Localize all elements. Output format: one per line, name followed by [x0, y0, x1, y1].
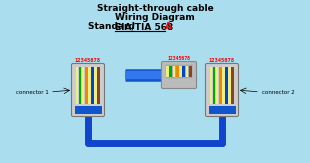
- Bar: [85, 67, 87, 104]
- Bar: [182, 66, 185, 76]
- Text: Standard: Standard: [88, 22, 138, 31]
- Text: connector 2: connector 2: [262, 89, 294, 95]
- Bar: [209, 106, 236, 113]
- Bar: [172, 66, 175, 76]
- Bar: [225, 67, 228, 104]
- Text: Straight-through cable: Straight-through cable: [97, 4, 213, 13]
- Bar: [166, 65, 192, 78]
- Bar: [222, 67, 225, 104]
- Bar: [91, 67, 94, 104]
- Bar: [76, 67, 78, 104]
- Text: 12345678: 12345678: [209, 58, 235, 63]
- Bar: [210, 67, 212, 104]
- Text: 12345678: 12345678: [75, 58, 101, 63]
- Bar: [88, 67, 91, 104]
- Bar: [185, 66, 188, 76]
- Text: A: A: [165, 22, 172, 31]
- Bar: [94, 67, 97, 104]
- Bar: [179, 66, 182, 76]
- Text: 12345678: 12345678: [167, 56, 191, 61]
- Bar: [169, 66, 172, 76]
- Text: connector 1: connector 1: [16, 89, 48, 95]
- Bar: [189, 66, 192, 76]
- Bar: [166, 66, 169, 76]
- FancyBboxPatch shape: [72, 64, 104, 117]
- Bar: [231, 67, 234, 104]
- Text: Wiring Diagram: Wiring Diagram: [115, 13, 195, 22]
- Bar: [74, 106, 101, 113]
- Bar: [216, 67, 218, 104]
- Bar: [82, 67, 84, 104]
- Bar: [176, 66, 179, 76]
- Bar: [79, 67, 81, 104]
- Bar: [213, 67, 215, 104]
- FancyBboxPatch shape: [162, 61, 197, 89]
- Text: EIA/TIA 568: EIA/TIA 568: [115, 22, 173, 31]
- Bar: [228, 67, 231, 104]
- FancyBboxPatch shape: [206, 64, 238, 117]
- Bar: [219, 67, 222, 104]
- Bar: [97, 67, 100, 104]
